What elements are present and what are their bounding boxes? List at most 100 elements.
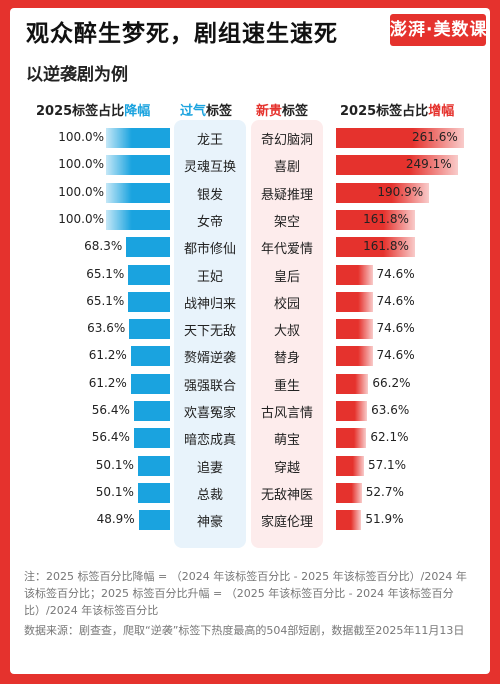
decline-value-label: 56.4% <box>91 430 130 445</box>
header-old-text: 标签 <box>206 104 233 119</box>
decline-value-label: 65.1% <box>86 293 125 308</box>
decline-value-label: 61.2% <box>88 348 127 363</box>
header-decline: 2025标签占比降幅 <box>36 100 150 119</box>
decline-bar <box>128 264 170 285</box>
table-row: 100.0% 银发 悬疑推理 190.9% <box>0 179 500 206</box>
increase-bar <box>336 237 416 258</box>
increase-bar <box>336 401 368 421</box>
increase-value-label: 66.2% <box>372 375 411 390</box>
new-tags-column-bg <box>251 120 323 548</box>
old-tag-label: 女帝 <box>196 214 223 230</box>
chart-note: 注：2025 标签百分比降幅 = （2024 年该标签百分比 - 2025 年该… <box>24 570 467 617</box>
increase-value-label: 161.8% <box>363 239 409 254</box>
decline-value-label: 50.1% <box>95 484 134 499</box>
new-tag-label: 替身 <box>273 351 300 367</box>
increase-value-label: 62.1% <box>370 430 409 445</box>
decline-bar <box>106 128 170 148</box>
table-row: 50.1% 总裁 无敌神医 52.7% <box>0 479 500 506</box>
increase-value-label: 161.8% <box>363 211 409 226</box>
new-tag-label: 古风言情 <box>260 406 313 421</box>
decline-value-label: 61.2% <box>88 375 127 390</box>
increase-bar <box>336 373 369 394</box>
increase-bar <box>336 209 416 230</box>
table-row: 63.6% 天下无敌 大叔 74.6% <box>0 315 500 342</box>
decline-bar <box>106 209 170 230</box>
table-row: 56.4% 欢喜冤家 古风言情 63.6% <box>0 397 500 424</box>
decline-bar <box>137 482 170 503</box>
increase-value-label: 74.6% <box>376 321 415 336</box>
increase-value-label: 74.6% <box>376 293 415 308</box>
decline-bar <box>130 373 170 394</box>
decline-value-label: 100.0% <box>58 157 104 172</box>
decline-value-label: 50.1% <box>95 457 134 472</box>
increase-value-label: 63.6% <box>371 403 410 417</box>
decline-value-label: 100.0% <box>58 130 104 144</box>
increase-value-label: 190.9% <box>377 184 424 199</box>
increase-value-label: 52.7% <box>365 484 404 499</box>
old-tag-label: 总裁 <box>196 487 223 503</box>
table-row: 56.4% 暗恋成真 萌宝 62.1% <box>0 424 500 451</box>
table-row: 61.2% 强强联合 重生 66.2% <box>0 370 500 397</box>
old-tag-label: 战神归来 <box>183 296 236 312</box>
decline-value-label: 65.1% <box>86 266 125 281</box>
old-tag-label: 强强联合 <box>183 378 236 394</box>
old-tag-label: 赘婿逆袭 <box>183 351 236 367</box>
new-tag-label: 重生 <box>273 378 300 394</box>
old-tag-label: 龙王 <box>196 133 223 148</box>
old-tag-label: 欢喜冤家 <box>183 406 236 421</box>
new-tag-label: 奇幻脑洞 <box>260 133 313 148</box>
data-source: 数据来源：剧查查，爬取“逆袭”标签下热度最高的504部短剧，数据截至2025年1… <box>24 624 465 637</box>
header-increase-em: 增幅 <box>428 104 455 119</box>
new-tag-label: 校园 <box>273 296 300 312</box>
increase-bar <box>336 155 458 176</box>
new-tag-label: 大叔 <box>273 324 300 340</box>
decline-value-label: 63.6% <box>87 321 126 336</box>
header-new-em: 新贵 <box>256 104 283 119</box>
decline-bar <box>133 401 170 421</box>
table-row: 50.1% 追妻 穿越 57.1% <box>0 452 500 479</box>
increase-value-label: 261.6% <box>412 130 458 144</box>
table-row: 65.1% 王妃 皇后 74.6% <box>0 261 500 288</box>
chart-card <box>10 8 490 674</box>
increase-bar <box>336 182 430 203</box>
old-tag-label: 王妃 <box>196 269 223 285</box>
new-tag-label: 萌宝 <box>273 433 300 449</box>
increase-value-label: 57.1% <box>367 457 407 472</box>
page-subtitle: 以逆袭剧为例 <box>26 65 128 85</box>
decline-bar <box>138 510 170 531</box>
increase-bar <box>336 510 362 531</box>
increase-bar <box>336 291 373 312</box>
decline-bar <box>130 346 170 367</box>
page-title: 观众醉生梦死，剧组速生速死 <box>26 21 338 47</box>
decline-bar <box>129 319 170 340</box>
table-row: 48.9% 神豪 家庭伦理 51.9% <box>0 506 500 533</box>
increase-bar <box>336 428 367 449</box>
decline-value-label: 56.4% <box>91 403 130 417</box>
header-increase: 2025标签占比增幅 <box>340 100 454 119</box>
old-tag-label: 追妻 <box>196 460 223 476</box>
old-tag-label: 银发 <box>196 187 223 203</box>
decline-bar <box>128 291 170 312</box>
increase-value-label: 51.9% <box>365 512 404 527</box>
new-tag-label: 年代爱情 <box>260 242 313 258</box>
header-increase-text: 2025标签占比 <box>340 104 429 119</box>
header-old-em: 过气 <box>180 104 207 119</box>
old-tag-label: 天下无敌 <box>183 324 236 340</box>
new-tag-label: 穿越 <box>273 460 300 476</box>
logo: 澎湃·美数课 <box>390 14 486 46</box>
table-row: 65.1% 战神归来 校园 74.6% <box>0 288 500 315</box>
old-tag-label: 神豪 <box>196 515 223 531</box>
header-new-tags: 新贵标签 <box>256 100 308 119</box>
table-row: 100.0% 龙王 奇幻脑洞 261.6% <box>0 124 500 151</box>
decline-bar <box>106 182 170 203</box>
old-tag-label: 都市修仙 <box>183 242 236 258</box>
header-decline-em: 降幅 <box>124 104 151 119</box>
increase-bar <box>336 128 464 148</box>
increase-value-label: 74.6% <box>376 348 415 363</box>
header-decline-text: 2025标签占比 <box>36 104 125 119</box>
table-row: 68.3% 都市修仙 年代爱情 161.8% <box>0 233 500 260</box>
old-tag-label: 灵魂互换 <box>183 160 236 176</box>
new-tag-label: 悬疑推理 <box>260 187 313 203</box>
decline-bar <box>126 237 170 258</box>
increase-value-label: 249.1% <box>405 157 452 172</box>
